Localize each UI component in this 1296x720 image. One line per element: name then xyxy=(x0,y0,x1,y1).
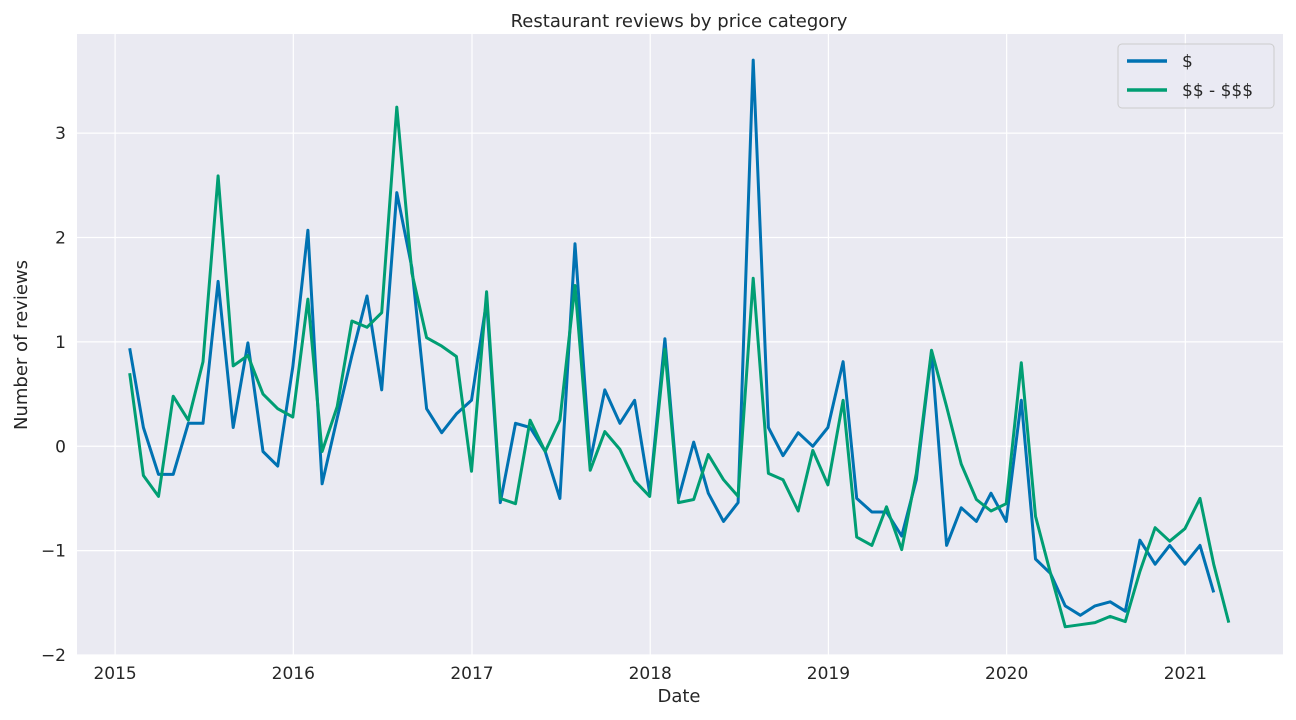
y-axis-ticks: −2 −1 0 1 2 3 xyxy=(41,124,66,666)
chart-title: Restaurant reviews by price category xyxy=(511,11,848,32)
x-tick-label: 2019 xyxy=(807,664,850,684)
legend-label-0: $ xyxy=(1182,52,1193,72)
x-tick-label: 2020 xyxy=(985,664,1028,684)
plot-background xyxy=(77,34,1283,655)
y-tick-label: 1 xyxy=(55,333,66,353)
y-tick-label: −1 xyxy=(41,542,66,562)
legend: $ $$ - $$$ xyxy=(1117,43,1275,109)
grid-lines xyxy=(77,34,1283,656)
y-tick-label: 2 xyxy=(55,229,66,249)
x-tick-label: 2017 xyxy=(450,664,493,684)
x-tick-label: 2015 xyxy=(93,664,136,684)
y-tick-label: −2 xyxy=(41,646,66,666)
x-tick-label: 2016 xyxy=(272,664,315,684)
y-tick-label: 3 xyxy=(55,124,66,144)
y-tick-label: 0 xyxy=(55,437,66,457)
x-axis-ticks: 2015 2016 2017 2018 2019 2020 2021 xyxy=(93,664,1207,684)
legend-label-1: $$ - $$$ xyxy=(1182,81,1253,101)
series-line-1 xyxy=(128,105,1231,629)
x-tick-label: 2018 xyxy=(629,664,672,684)
y-axis-label: Number of reviews xyxy=(11,260,32,430)
x-tick-label: 2021 xyxy=(1164,664,1207,684)
series-lines xyxy=(128,58,1231,629)
x-axis-label: Date xyxy=(657,686,700,707)
